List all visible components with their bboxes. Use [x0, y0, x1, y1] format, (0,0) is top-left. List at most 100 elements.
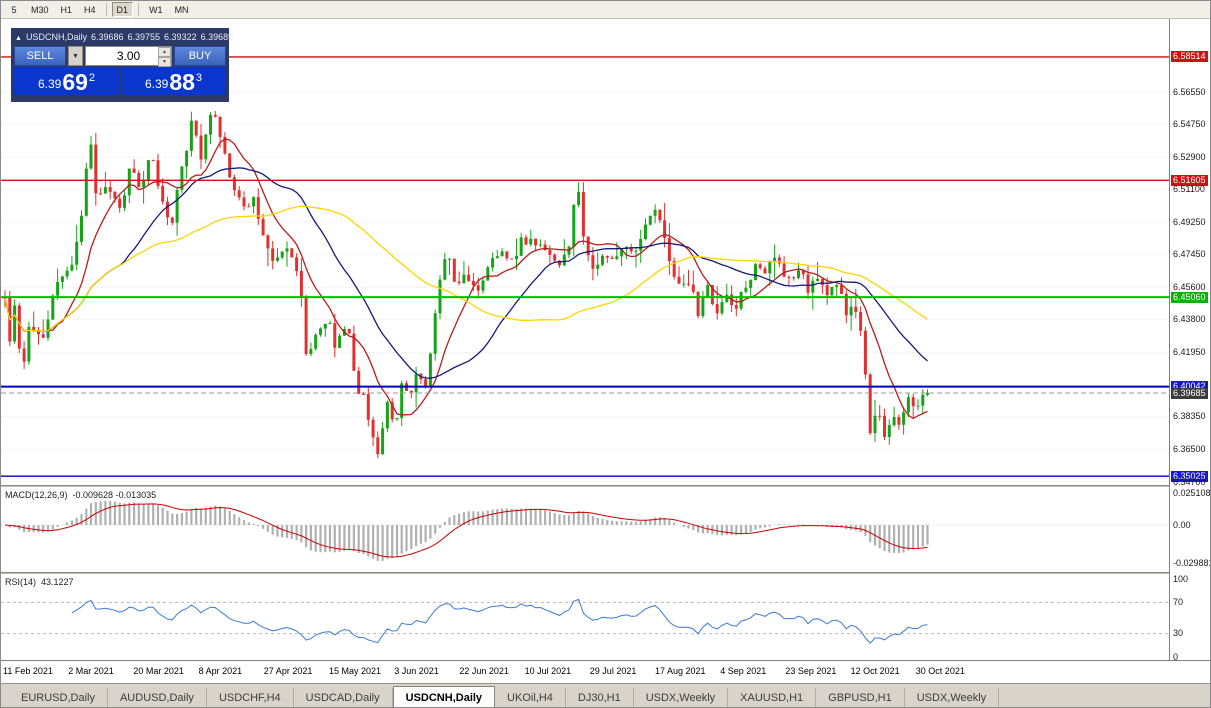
rsi-value: 43.1227 [41, 577, 74, 587]
rsi-indicator-chart[interactable] [1, 574, 1169, 660]
chart-tab-audusd-daily[interactable]: AUDUSD,Daily [108, 688, 207, 707]
timeframe-button-w1[interactable]: W1 [149, 5, 163, 15]
date-axis-label: 30 Oct 2021 [915, 666, 965, 676]
date-axis-label: 4 Sep 2021 [720, 666, 767, 676]
chart-tabbar: EURUSD,Daily AUDUSD,Daily USDCHF,H4 USDCAD,… [1, 683, 1210, 707]
order-options-dropdown[interactable]: ▼ [68, 45, 83, 66]
rsi-axis-label: 100 [1173, 573, 1189, 584]
chart-tab-xauusd-h1[interactable]: XAUUSD,H1 [728, 688, 817, 707]
chart-tab-ukoil-h4[interactable]: UKOil,H4 [495, 688, 566, 707]
buy-price[interactable]: 6.39 88 3 [121, 67, 226, 95]
date-axis-label: 29 Jul 2021 [589, 666, 637, 676]
volume-input[interactable]: 3.00 ▲ ▼ [85, 45, 172, 67]
macd-axis-label: -0.029881 [1173, 557, 1211, 568]
chart-tab-dj30-h1[interactable]: DJ30,H1 [566, 688, 634, 707]
chart-tab-eurusd-daily[interactable]: EURUSD,Daily [9, 688, 108, 707]
volume-down-button[interactable]: ▼ [158, 56, 171, 67]
sell-price-pips: 69 [62, 69, 88, 95]
date-axis-label: 3 Jun 2021 [394, 666, 439, 676]
main-price-chart[interactable] [1, 19, 1169, 485]
chart-tab-usdx-weekly[interactable]: USDX,Weekly [634, 688, 729, 707]
chart-tab-usdcnh-daily[interactable]: USDCNH,Daily [392, 686, 496, 707]
ohlc-low: 6.39322 [164, 32, 197, 42]
timeframe-button-d1[interactable]: D1 [111, 2, 134, 17]
collapse-panel-icon[interactable]: ▲ [15, 35, 22, 42]
price-tag: 6.51605 [1171, 174, 1208, 186]
chart-symbol: USDCNH,Daily [25, 32, 87, 42]
macd-axis-label: 0.00 [1173, 519, 1191, 530]
price-axis-label: 6.34700 [1173, 476, 1206, 487]
timeframe-button-mn[interactable]: MN [174, 5, 189, 15]
price-axis-label: 6.49250 [1173, 216, 1206, 227]
price-axis[interactable]: 6.58514 6.56550 6.54750 6.52900 6.51605 6.511… [1169, 19, 1211, 662]
buy-price-fraction: 3 [195, 72, 203, 84]
chart-tab-gbpusd-h1[interactable]: GBPUSD,H1 [816, 688, 905, 707]
rsi-label: RSI(14) 43.1227 [5, 577, 79, 587]
chart-symbol-ohlc: ▲ USDCNH,Daily 6.39686 6.39755 6.39322 6.3968… [11, 28, 233, 44]
date-axis-label: 23 Sep 2021 [785, 666, 837, 676]
timeframe-button-5[interactable]: 5 [11, 5, 17, 15]
rsi-panel-divider[interactable] [1, 572, 1210, 574]
one-click-trading-panel: ▲ USDCNH,Daily 6.39686 6.39755 6.39322 6.3968… [11, 28, 233, 102]
date-axis-label: 20 Mar 2021 [133, 666, 184, 676]
date-axis-label: 22 Jun 2021 [459, 666, 509, 676]
macd-values: -0.009628 -0.013035 [72, 490, 157, 500]
date-axis-label: 11 Feb 2021 [3, 666, 53, 676]
timeframe-button-h1[interactable]: H1 [60, 5, 73, 15]
buy-button[interactable]: BUY [174, 45, 226, 66]
rsi-axis-label: 0 [1173, 651, 1179, 662]
volume-spinner: ▲ ▼ [158, 46, 171, 67]
price-axis-label: 6.51100 [1173, 183, 1205, 194]
macd-axis-label: 0.025108 [1173, 487, 1211, 498]
ohlc-close: 6.39689 [200, 32, 234, 42]
date-axis-label: 27 Apr 2021 [263, 666, 313, 676]
price-axis-label: 6.43800 [1173, 314, 1206, 325]
price-axis-label: 6.54750 [1173, 118, 1206, 129]
timeframe-button-m30[interactable]: M30 [31, 5, 49, 15]
chart-tab-usdchf-h4[interactable]: USDCHF,H4 [207, 688, 294, 707]
price-tag: 6.40042 [1171, 381, 1208, 393]
date-axis-label: 12 Oct 2021 [850, 666, 900, 676]
sell-price-fraction: 2 [88, 72, 96, 84]
ohlc-open: 6.39686 [90, 32, 124, 42]
rsi-axis-label: 30 [1173, 628, 1184, 639]
rsi-name: RSI(14) [5, 577, 37, 587]
price-axis-label: 6.45600 [1173, 281, 1206, 292]
sell-price[interactable]: 6.39 69 2 [14, 67, 119, 95]
date-axis-divider [1, 660, 1210, 661]
price-axis-label: 6.47450 [1173, 248, 1206, 259]
price-axis-label: 6.41950 [1173, 347, 1206, 358]
date-axis-label: 17 Aug 2021 [655, 666, 706, 676]
timeframe-button-h4[interactable]: H4 [84, 5, 96, 15]
price-axis-label: 6.36500 [1173, 444, 1206, 455]
chart-tab-usdcad-daily[interactable]: USDCAD,Daily [294, 688, 393, 707]
date-axis-label: 2 Mar 2021 [68, 666, 114, 676]
macd-label: MACD(12,26,9) -0.009628 -0.013035 [5, 490, 161, 500]
volume-value: 3.00 [116, 48, 141, 63]
date-axis-label: 8 Apr 2021 [198, 666, 243, 676]
sell-price-base: 6.39 [37, 77, 62, 91]
macd-name: MACD(12,26,9) [5, 490, 68, 500]
price-tag: 6.39685 [1171, 387, 1208, 399]
price-tag: 6.35025 [1171, 470, 1208, 482]
price-tag: 6.58514 [1171, 51, 1208, 63]
price-axis-label: 6.56550 [1173, 86, 1206, 97]
date-axis-label: 10 Jul 2021 [524, 666, 572, 676]
toolbar-separator [105, 3, 107, 16]
ohlc-high: 6.39755 [127, 32, 161, 42]
date-axis[interactable]: 11 Feb 2021 2 Mar 2021 20 Mar 2021 8 Apr 20… [1, 661, 1169, 682]
rsi-axis-label: 70 [1173, 596, 1184, 607]
macd-panel-divider[interactable] [1, 485, 1210, 487]
volume-up-button[interactable]: ▲ [158, 46, 171, 57]
price-axis-label: 6.38350 [1173, 411, 1206, 422]
price-tag: 6.45060 [1171, 291, 1208, 303]
sell-button[interactable]: SELL [14, 45, 66, 66]
macd-indicator-chart[interactable] [1, 487, 1169, 572]
buy-price-pips: 88 [169, 69, 195, 95]
chart-tab-usdx-weekly[interactable]: USDX,Weekly [905, 688, 1000, 707]
toolbar-separator [138, 3, 140, 16]
timeframe-toolbar: 5 M30 H1 H4 D1 W1 MN [1, 1, 1210, 19]
date-axis-label: 15 May 2021 [329, 666, 382, 676]
price-axis-label: 6.52900 [1173, 151, 1206, 162]
